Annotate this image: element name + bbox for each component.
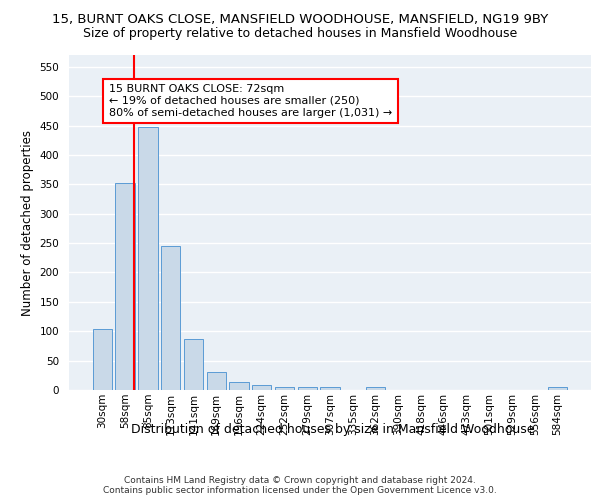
Text: Contains HM Land Registry data © Crown copyright and database right 2024.
Contai: Contains HM Land Registry data © Crown c… <box>103 476 497 495</box>
Bar <box>93 330 112 390</box>
Bar <box>275 387 294 390</box>
Bar <box>115 182 135 390</box>
Bar <box>184 339 203 390</box>
Bar <box>206 372 226 390</box>
Bar <box>229 382 248 390</box>
Text: Size of property relative to detached houses in Mansfield Woodhouse: Size of property relative to detached ho… <box>83 28 517 40</box>
Bar <box>138 128 158 390</box>
Y-axis label: Number of detached properties: Number of detached properties <box>21 130 34 316</box>
Bar <box>320 387 340 390</box>
Text: 15 BURNT OAKS CLOSE: 72sqm
← 19% of detached houses are smaller (250)
80% of sem: 15 BURNT OAKS CLOSE: 72sqm ← 19% of deta… <box>109 84 392 117</box>
Bar <box>161 246 181 390</box>
Text: 15, BURNT OAKS CLOSE, MANSFIELD WOODHOUSE, MANSFIELD, NG19 9BY: 15, BURNT OAKS CLOSE, MANSFIELD WOODHOUS… <box>52 12 548 26</box>
Bar <box>252 386 271 390</box>
Text: Distribution of detached houses by size in Mansfield Woodhouse: Distribution of detached houses by size … <box>131 422 535 436</box>
Bar <box>548 387 567 390</box>
Bar <box>298 387 317 390</box>
Bar <box>366 387 385 390</box>
